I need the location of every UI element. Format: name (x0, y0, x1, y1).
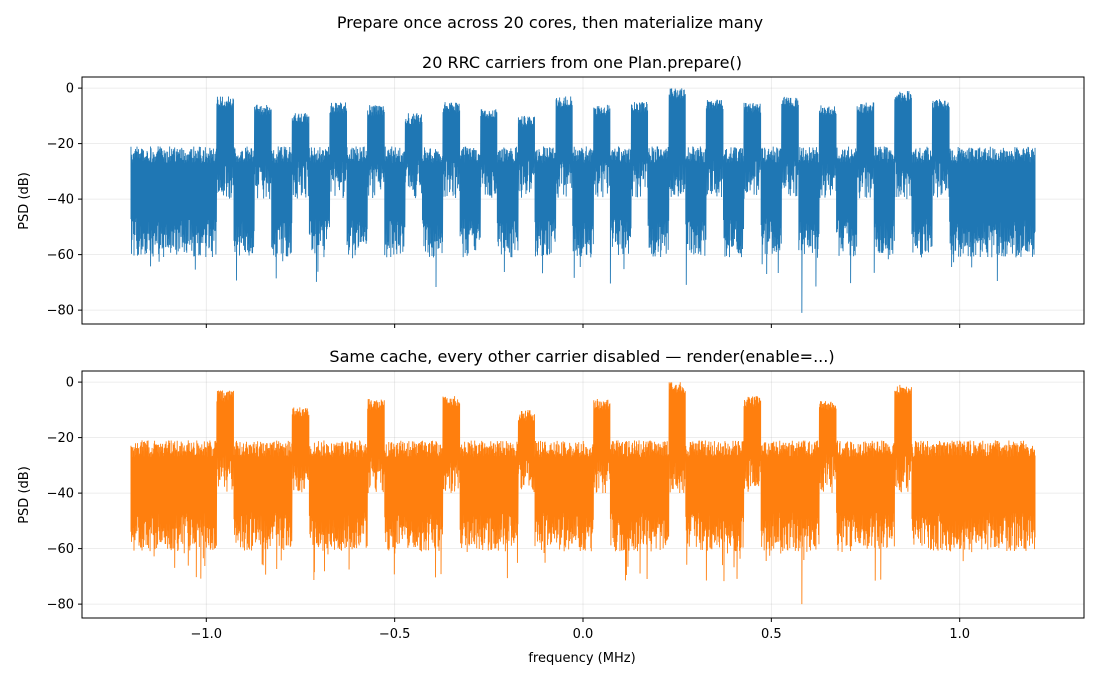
top-panel-series (130, 88, 1036, 313)
top-panel-ticks: 0 −20 −40 −60 −80 (47, 82, 961, 328)
bottom-panel: Same cache, every other carrier disabled… (17, 347, 1085, 666)
y-tick-label: −20 (47, 137, 74, 152)
y-tick-label: −40 (47, 487, 74, 502)
y-tick-label: −40 (47, 193, 74, 208)
x-tick-label: 0.5 (761, 627, 782, 642)
figure-suptitle: Prepare once across 20 cores, then mater… (337, 13, 763, 32)
top-panel-ylabel: PSD (dB) (17, 172, 32, 230)
top-panel-title: 20 RRC carriers from one Plan.prepare() (422, 53, 742, 72)
y-tick-label: −80 (47, 304, 74, 319)
y-tick-label: −60 (47, 542, 74, 557)
top-panel-frame (81, 76, 1085, 325)
bottom-panel-title: Same cache, every other carrier disabled… (329, 347, 834, 366)
top-panel: 20 RRC carriers from one Plan.prepare() … (17, 53, 1085, 328)
bottom-panel-ylabel: PSD (dB) (17, 466, 32, 524)
bottom-panel-psd-trace (130, 382, 1036, 605)
bottom-panel-frame (81, 370, 1085, 619)
x-tick-label: 1.0 (949, 627, 970, 642)
bottom-panel-ticks: −1.0 −0.5 0.0 0.5 1.0 0 −20 −40 −60 −80 (47, 376, 970, 642)
y-tick-label: −20 (47, 431, 74, 446)
top-panel-psd-trace (130, 88, 1036, 313)
y-tick-label: −80 (47, 598, 74, 613)
x-tick-label: −1.0 (191, 627, 223, 642)
y-tick-label: −60 (47, 248, 74, 263)
x-tick-label: 0.0 (573, 627, 594, 642)
y-tick-label: 0 (66, 376, 74, 391)
bottom-panel-series (130, 382, 1036, 605)
y-tick-label: 0 (66, 82, 74, 97)
x-tick-label: −0.5 (379, 627, 411, 642)
bottom-panel-xlabel: frequency (MHz) (528, 651, 635, 666)
